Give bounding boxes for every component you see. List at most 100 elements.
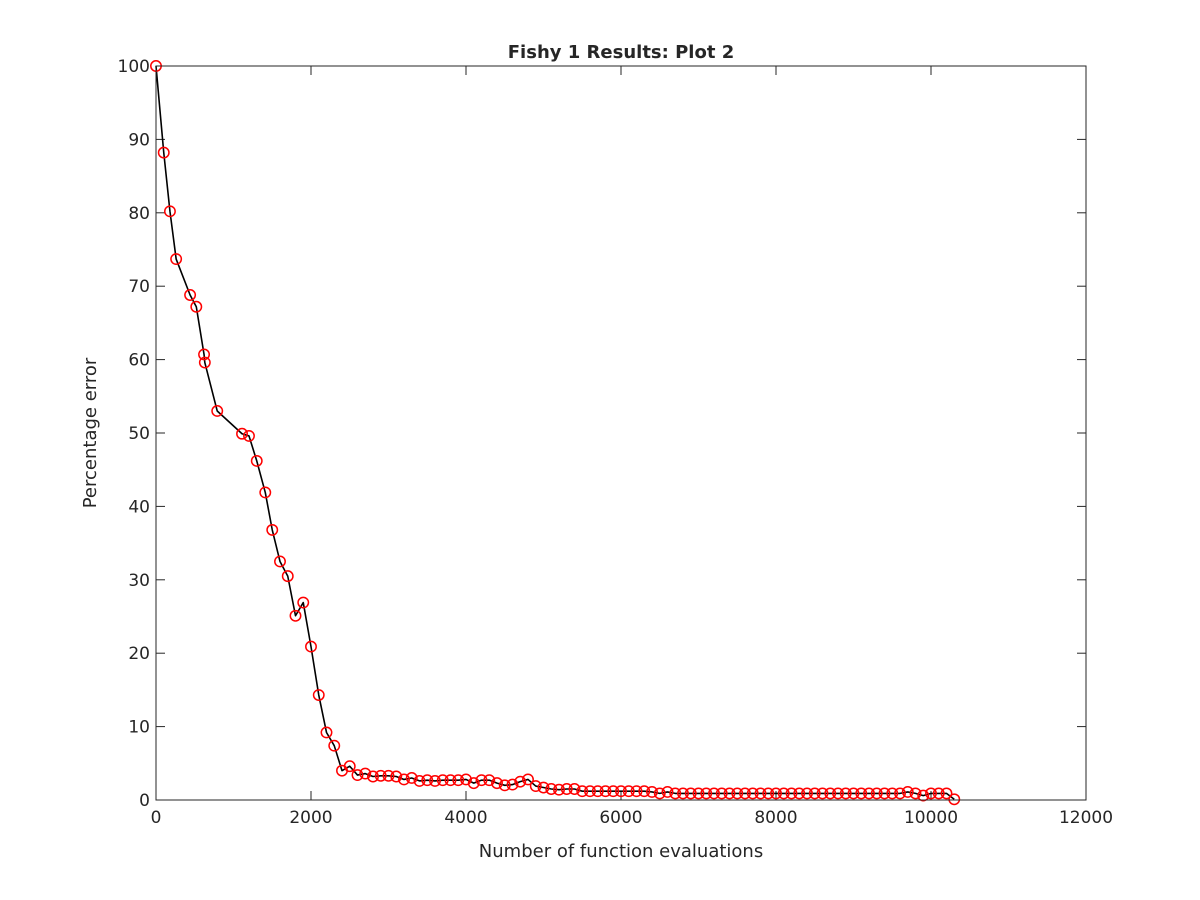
data-point-marker [762,787,775,800]
data-point-marker [475,774,488,787]
y-tick-label: 100 [118,57,150,77]
data-point-marker [855,787,868,800]
data-point-marker [467,777,480,790]
x-tick-label: 12000 [1059,808,1113,828]
data-point-marker [684,787,697,800]
axis-tick-labels: 0 2000 4000 6000 8000 10000 12000 0 10 20 30 40 50 60… [118,57,1114,828]
x-tick-label: 2000 [289,808,332,828]
data-point-marker [584,785,596,798]
data-point-marker [506,778,519,791]
data-point-marker [808,787,821,800]
data-point-marker [708,787,720,800]
data-point-marker [190,300,203,313]
data-point-marker [281,570,294,583]
data-point-marker [359,767,372,780]
data-point-marker [661,785,674,798]
data-point-marker [568,783,581,795]
chart-title: Fishy 1 Results: Plot 2 [508,42,734,63]
data-point-marker [917,789,930,802]
y-tick-label: 20 [128,644,150,664]
data-point-marker [398,773,410,786]
y-tick-label: 30 [128,571,150,591]
data-point-marker [940,787,953,800]
data-point-marker [522,773,534,786]
data-point-marker [948,793,961,806]
y-tick-label: 60 [128,351,150,371]
data-point-marker [390,770,403,783]
data-point-marker [700,787,713,800]
data-point-marker [170,253,183,265]
data-point-marker [653,787,666,800]
data-series [150,60,961,806]
y-tick-label: 90 [128,130,150,150]
data-point-marker [328,739,341,752]
data-point-marker [739,787,751,800]
x-axis-label: Number of function evaluations [479,841,763,862]
y-axis-label: Percentage error [80,357,101,508]
data-point-marker [243,429,255,442]
x-tick-label: 0 [151,808,162,828]
y-tick-label: 70 [128,277,150,297]
data-point-marker [498,779,511,792]
data-point-marker [491,777,503,790]
data-point-marker [483,774,496,787]
data-point-marker [669,787,682,800]
data-point-marker [847,787,860,800]
data-point-marker [514,775,527,788]
data-point-marker [770,787,782,800]
data-point-marker [622,785,635,798]
data-point-marker [184,289,197,301]
data-point-marker [754,787,767,800]
data-point-marker [382,769,395,782]
data-point-marker [677,787,689,800]
data-point-marker [878,787,891,800]
data-point-marker [591,785,604,798]
y-tick-label: 80 [128,204,150,224]
data-point-marker [777,787,790,800]
data-point-marker [444,774,457,787]
data-point-marker [164,205,176,218]
data-point-marker [925,787,937,800]
data-point-marker [746,787,759,800]
data-point-marker [413,774,426,787]
data-point-marker [816,787,829,800]
y-tick-label: 0 [139,791,150,811]
x-tick-label: 8000 [754,808,797,828]
x-tick-label: 6000 [599,808,642,828]
y-tick-label: 50 [128,424,150,444]
data-point-marker [211,405,224,417]
data-point-marker [421,774,434,787]
data-point-marker [351,769,364,781]
data-point-marker [863,787,875,800]
data-point-marker [157,146,170,159]
y-tick-label: 40 [128,497,150,517]
y-tick-label: 10 [128,718,150,738]
data-point-marker [801,787,813,800]
data-point-marker [320,726,333,739]
data-point-marker [824,787,837,800]
data-point-marker [553,783,565,796]
series-line [155,65,955,800]
data-point-marker [436,774,449,787]
data-point-marker [305,640,317,653]
data-point-marker [266,523,279,536]
data-point-marker [692,787,705,800]
data-point-marker [731,787,744,800]
data-point-marker [723,787,736,800]
data-point-marker [367,770,379,783]
data-point-marker [630,785,643,798]
data-point-marker [537,781,550,794]
data-point-marker [607,785,620,798]
data-point-marker [289,609,302,622]
data-point-marker [599,785,612,798]
data-point-marker [529,780,542,793]
data-point-marker [870,787,883,800]
data-point-marker [894,787,906,800]
data-point-marker [374,769,387,782]
data-point-marker [932,787,945,800]
plot-area [156,66,1086,800]
data-point-marker [901,785,914,798]
data-point-marker [638,785,651,798]
data-point-marker [429,774,441,787]
data-point-marker [615,785,627,798]
